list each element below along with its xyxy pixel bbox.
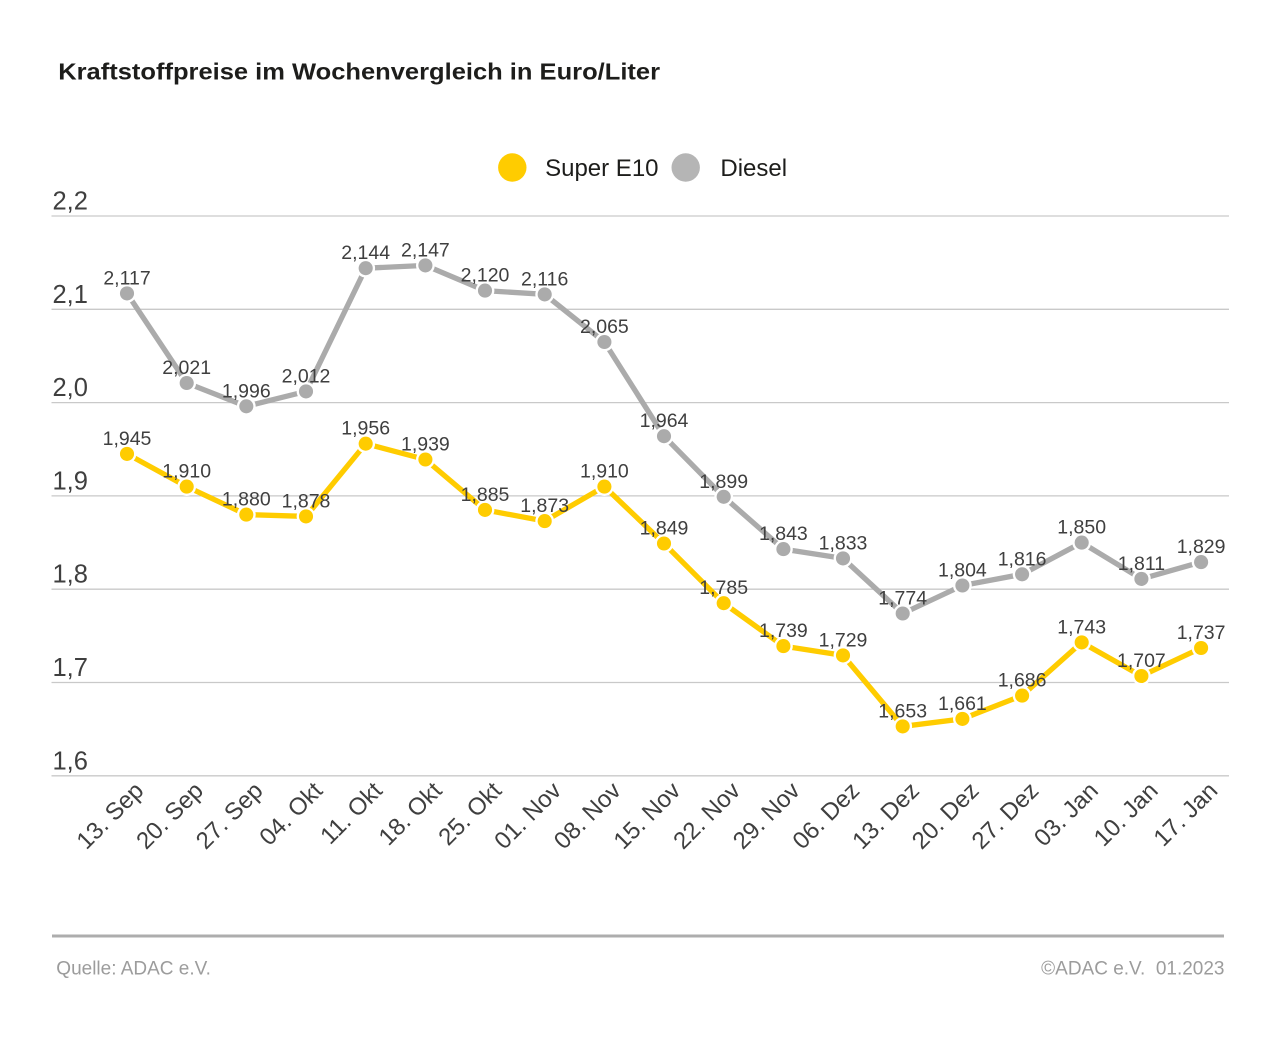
- svg-text:1,956: 1,956: [341, 418, 390, 440]
- svg-text:1,7: 1,7: [53, 654, 88, 682]
- svg-text:1,811: 1,811: [1118, 553, 1165, 575]
- svg-text:1,850: 1,850: [1057, 517, 1106, 539]
- svg-text:1,878: 1,878: [282, 490, 331, 512]
- svg-text:1,8: 1,8: [53, 561, 88, 589]
- svg-text:Kraftstoffpreise im Wochenverg: Kraftstoffpreise im Wochenvergleich in E…: [58, 59, 660, 85]
- svg-text:1,774: 1,774: [878, 588, 927, 610]
- svg-text:1,885: 1,885: [461, 484, 510, 506]
- svg-text:1,996: 1,996: [222, 380, 271, 402]
- svg-text:2,120: 2,120: [461, 265, 510, 287]
- svg-text:1,880: 1,880: [222, 489, 271, 511]
- svg-text:2,147: 2,147: [401, 239, 450, 261]
- svg-text:1,945: 1,945: [103, 428, 152, 450]
- svg-text:1,6: 1,6: [53, 747, 88, 775]
- svg-text:1,661: 1,661: [938, 693, 987, 715]
- svg-text:1,785: 1,785: [699, 577, 748, 599]
- svg-text:2,1: 2,1: [53, 281, 88, 309]
- svg-text:1,849: 1,849: [640, 518, 689, 540]
- svg-text:1,939: 1,939: [401, 434, 450, 456]
- svg-text:2,117: 2,117: [103, 267, 150, 289]
- svg-text:2,0: 2,0: [53, 374, 88, 402]
- svg-text:1,737: 1,737: [1177, 622, 1226, 644]
- svg-text:1,9: 1,9: [53, 467, 88, 495]
- svg-text:2,2: 2,2: [53, 188, 88, 216]
- svg-text:1,816: 1,816: [998, 548, 1047, 570]
- svg-text:1,833: 1,833: [819, 532, 868, 554]
- svg-text:1,653: 1,653: [878, 700, 927, 722]
- svg-text:1,843: 1,843: [759, 523, 808, 545]
- svg-text:1,707: 1,707: [1117, 650, 1166, 672]
- svg-text:2,116: 2,116: [521, 268, 568, 290]
- svg-text:1,910: 1,910: [162, 461, 211, 483]
- svg-text:2,144: 2,144: [341, 242, 390, 264]
- svg-text:2,012: 2,012: [282, 365, 331, 387]
- svg-text:1,686: 1,686: [998, 670, 1047, 692]
- svg-text:1,910: 1,910: [580, 461, 629, 483]
- svg-text:1,964: 1,964: [640, 410, 689, 432]
- svg-text:Super E10: Super E10: [545, 155, 658, 182]
- svg-text:2,065: 2,065: [580, 316, 629, 338]
- svg-text:2,021: 2,021: [162, 357, 211, 379]
- svg-text:Quelle: ADAC e.V.: Quelle: ADAC e.V.: [56, 958, 211, 979]
- svg-text:1,804: 1,804: [938, 560, 987, 582]
- svg-text:1,899: 1,899: [699, 471, 748, 493]
- svg-text:Diesel: Diesel: [720, 155, 787, 182]
- svg-text:©ADAC e.V. 01.2023: ©ADAC e.V. 01.2023: [1041, 958, 1224, 979]
- svg-text:1,743: 1,743: [1057, 616, 1106, 638]
- svg-text:1,873: 1,873: [520, 495, 569, 517]
- svg-text:1,729: 1,729: [819, 629, 868, 651]
- svg-text:1,739: 1,739: [759, 620, 808, 642]
- svg-text:1,829: 1,829: [1177, 536, 1226, 558]
